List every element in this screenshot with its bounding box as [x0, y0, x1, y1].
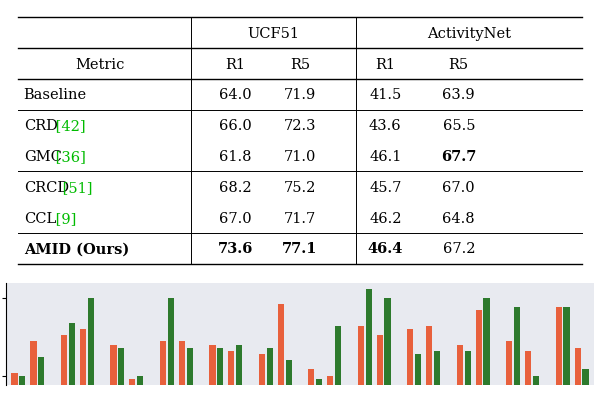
Bar	[187, 348, 193, 385]
Bar	[514, 308, 520, 385]
Text: 67.2: 67.2	[443, 242, 475, 256]
Bar	[110, 345, 116, 385]
Text: 68.2: 68.2	[219, 180, 251, 194]
Text: Metric: Metric	[76, 57, 125, 71]
Bar	[217, 348, 223, 385]
Text: 61.8: 61.8	[219, 150, 251, 164]
Bar	[129, 379, 136, 385]
Bar	[434, 351, 440, 385]
Bar	[88, 298, 94, 385]
Text: CCL: CCL	[23, 211, 56, 225]
Bar	[426, 326, 433, 385]
Text: [36]: [36]	[50, 150, 86, 164]
Text: 71.9: 71.9	[284, 88, 316, 102]
Text: 45.7: 45.7	[369, 180, 401, 194]
Text: 71.0: 71.0	[284, 150, 316, 164]
Text: 64.0: 64.0	[219, 88, 251, 102]
Bar	[358, 326, 364, 385]
Text: 46.2: 46.2	[369, 211, 401, 225]
Text: 46.4: 46.4	[368, 242, 403, 256]
Text: 72.3: 72.3	[284, 119, 316, 133]
Bar	[61, 336, 67, 385]
Text: 71.7: 71.7	[284, 211, 316, 225]
Text: 41.5: 41.5	[369, 88, 401, 102]
Bar	[365, 289, 372, 385]
Text: R1: R1	[375, 57, 395, 71]
Text: Baseline: Baseline	[23, 88, 87, 102]
Bar	[415, 354, 421, 385]
Bar	[209, 345, 215, 385]
Text: [51]: [51]	[58, 180, 92, 194]
Bar	[286, 360, 292, 385]
Bar	[19, 376, 25, 385]
Bar	[160, 342, 166, 385]
Bar	[385, 298, 391, 385]
Bar	[118, 348, 124, 385]
Text: 63.9: 63.9	[442, 88, 475, 102]
Bar	[583, 369, 589, 385]
Bar	[259, 354, 265, 385]
Bar	[563, 308, 570, 385]
Bar	[179, 342, 185, 385]
Text: CRD: CRD	[23, 119, 58, 133]
Text: [9]: [9]	[50, 211, 76, 225]
Bar	[335, 326, 341, 385]
Text: GMC: GMC	[23, 150, 62, 164]
Bar	[68, 323, 75, 385]
Text: R5: R5	[290, 57, 310, 71]
Bar	[506, 342, 512, 385]
Text: 46.1: 46.1	[369, 150, 401, 164]
Bar	[38, 357, 44, 385]
Bar	[556, 308, 562, 385]
Text: UCF51: UCF51	[248, 27, 299, 41]
Bar	[327, 376, 334, 385]
Bar	[278, 304, 284, 385]
Text: AMID (Ours): AMID (Ours)	[23, 242, 129, 256]
Bar	[377, 336, 383, 385]
Bar	[167, 298, 174, 385]
Text: 66.0: 66.0	[219, 119, 251, 133]
Bar	[525, 351, 532, 385]
Bar	[484, 298, 490, 385]
Text: 43.6: 43.6	[369, 119, 401, 133]
Text: [42]: [42]	[50, 119, 85, 133]
Text: 65.5: 65.5	[443, 119, 475, 133]
Text: 67.0: 67.0	[442, 180, 475, 194]
Bar	[457, 345, 463, 385]
Bar	[228, 351, 235, 385]
Bar	[533, 376, 539, 385]
Bar	[316, 379, 322, 385]
Bar	[308, 369, 314, 385]
Text: R1: R1	[226, 57, 245, 71]
Text: CRCD: CRCD	[23, 180, 69, 194]
Bar	[407, 329, 413, 385]
Text: 75.2: 75.2	[284, 180, 316, 194]
Text: 77.1: 77.1	[282, 242, 318, 256]
Text: R5: R5	[449, 57, 469, 71]
Text: 64.8: 64.8	[442, 211, 475, 225]
Bar	[266, 348, 273, 385]
Bar	[11, 373, 17, 385]
Bar	[236, 345, 242, 385]
Text: 67.7: 67.7	[441, 150, 476, 164]
Bar	[476, 311, 482, 385]
Bar	[30, 342, 37, 385]
Text: 73.6: 73.6	[218, 242, 253, 256]
Text: 67.0: 67.0	[219, 211, 251, 225]
Bar	[464, 351, 471, 385]
Bar	[137, 376, 143, 385]
Bar	[80, 329, 86, 385]
Text: ActivityNet: ActivityNet	[427, 27, 511, 41]
Bar	[575, 348, 581, 385]
